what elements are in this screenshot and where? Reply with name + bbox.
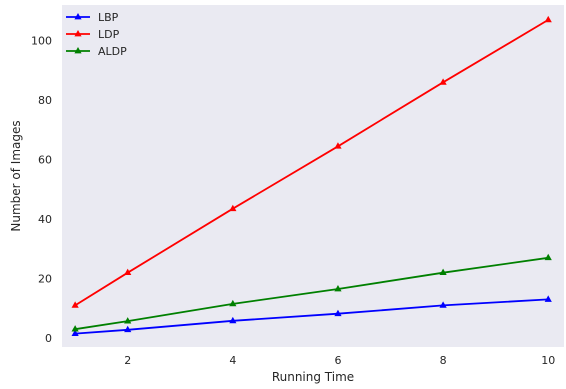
series-layer bbox=[71, 15, 552, 337]
point-ldp bbox=[334, 142, 342, 149]
legend-label-aldp: ALDP bbox=[98, 45, 127, 58]
series-line-aldp bbox=[74, 256, 549, 331]
x-axis-label: Running Time bbox=[272, 370, 354, 384]
point-ldp bbox=[544, 15, 552, 23]
y-tick-label: 0 bbox=[45, 332, 52, 345]
point-lbp bbox=[439, 301, 447, 308]
series-line-ldp bbox=[74, 19, 549, 307]
point-ldp bbox=[124, 268, 132, 276]
x-tick-label: 10 bbox=[541, 354, 555, 367]
point-aldp bbox=[71, 325, 79, 332]
x-tick-label: 2 bbox=[124, 354, 131, 367]
point-ldp bbox=[229, 204, 237, 212]
x-tick-label: 4 bbox=[229, 354, 236, 367]
y-axis-ticks: 0 20 40 60 80 100 bbox=[31, 35, 52, 345]
x-axis-ticks: 2 4 6 8 10 bbox=[124, 354, 555, 367]
point-lbp bbox=[71, 329, 79, 337]
legend-label-lbp: LBP bbox=[98, 11, 119, 24]
legend-item-ldp: LDP bbox=[66, 28, 120, 41]
point-lbp bbox=[544, 295, 552, 302]
legend-marker-ldp bbox=[74, 30, 82, 37]
point-aldp bbox=[544, 253, 552, 261]
y-tick-label: 40 bbox=[38, 213, 52, 226]
y-axis-label: Number of Images bbox=[9, 120, 23, 231]
y-tick-label: 100 bbox=[31, 35, 52, 48]
point-aldp bbox=[334, 285, 342, 292]
plot-area bbox=[62, 5, 564, 347]
legend-item-aldp: ALDP bbox=[66, 45, 127, 58]
legend-marker-aldp bbox=[74, 47, 82, 54]
legend-marker-lbp bbox=[74, 13, 82, 20]
point-aldp bbox=[439, 268, 447, 276]
legend-item-lbp: LBP bbox=[66, 11, 119, 24]
y-tick-label: 60 bbox=[38, 154, 52, 167]
point-aldp bbox=[229, 299, 237, 307]
point-aldp bbox=[124, 317, 132, 324]
point-ldp bbox=[439, 78, 447, 85]
point-lbp bbox=[229, 316, 237, 324]
x-tick-label: 8 bbox=[440, 354, 447, 367]
y-tick-label: 80 bbox=[38, 94, 52, 107]
y-tick-label: 20 bbox=[38, 273, 52, 286]
legend-label-ldp: LDP bbox=[98, 28, 120, 41]
legend: LBP LDP ALDP bbox=[66, 11, 127, 58]
x-tick-label: 6 bbox=[334, 354, 341, 367]
point-lbp bbox=[334, 309, 342, 317]
point-ldp bbox=[71, 301, 79, 308]
point-lbp bbox=[124, 325, 132, 333]
series-line-lbp bbox=[75, 298, 549, 335]
